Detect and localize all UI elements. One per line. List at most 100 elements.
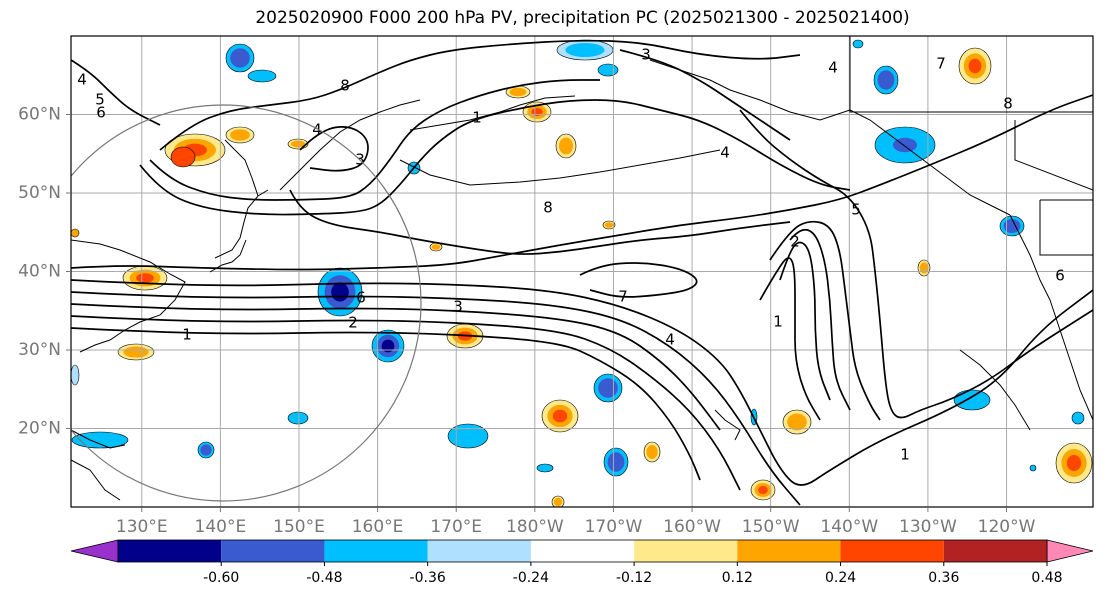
lon-label-1: 140°E	[195, 517, 247, 537]
colorbar-label-4: -0.12	[616, 570, 652, 586]
precip-positive-11-1	[787, 413, 807, 431]
pv-contour-5	[71, 94, 1093, 271]
reference-circle-ring	[71, 104, 422, 502]
precip-positive-7-1	[559, 137, 573, 155]
pv-contour-10	[579, 262, 698, 298]
precip-positive-4-1	[123, 346, 149, 358]
precip-negative-22-0	[71, 364, 80, 386]
precip-positive-14-2	[1066, 455, 1082, 471]
pv-contour-12	[769, 220, 881, 421]
colorbar: -0.60 -0.48 -0.36 -0.24 -0.12 0.12 0.24 0.36 0.4…	[70, 539, 1094, 586]
colorbar-label-5: 0.12	[722, 570, 753, 586]
precip-positive-18-1	[604, 222, 614, 228]
contour-label-13: 1	[773, 313, 783, 331]
pv-contour-4	[71, 327, 701, 481]
lon-label-2: 150°E	[273, 517, 325, 537]
lon-label-9: 140°W	[820, 517, 878, 537]
precip-positive-1-0	[170, 146, 196, 168]
precip-positive-16-1	[431, 244, 441, 250]
precip-negative-15-0	[287, 411, 309, 425]
pv-contour-17	[619, 49, 791, 141]
latitude-axis: 60°N 50°N 40°N 30°N 20°N	[18, 105, 71, 439]
colorbar-label-3: -0.24	[513, 570, 549, 586]
lon-label-5: 180°W	[506, 517, 564, 537]
precip-negative-6-1	[1003, 219, 1021, 233]
coastline-3	[224, 139, 259, 197]
precip-positive-13-2	[968, 58, 982, 74]
colorbar-bin-3	[324, 540, 428, 562]
contour-label-5: 7	[618, 288, 628, 306]
contour-label-0: 1	[182, 326, 192, 344]
precip-negative-10-0	[447, 423, 489, 449]
coastline-2	[209, 239, 247, 273]
pv-contour-2	[71, 303, 721, 431]
contour-label-18: 6	[1055, 267, 1065, 285]
precip-negative-2-2	[573, 46, 597, 54]
precip-negative-7-2	[331, 282, 349, 302]
contour-label-12: 2	[790, 233, 800, 251]
colorbar-label-1: -0.48	[306, 570, 342, 586]
colorbar-label-7: 0.36	[928, 570, 959, 586]
lon-label-10: 130°W	[899, 517, 957, 537]
colorbar-bin-6	[634, 540, 738, 562]
precip-positive-12-2	[758, 486, 768, 494]
contour-label-22: 6	[96, 104, 106, 122]
precip-positive-2-1	[230, 129, 250, 141]
pv-contour-1	[71, 291, 801, 506]
coastline-10	[959, 349, 1031, 431]
border-bc	[1014, 120, 1093, 191]
precip-negative-16-0	[536, 463, 554, 473]
pv-contour-8	[139, 99, 851, 216]
lat-label-1: 50°N	[18, 183, 61, 203]
pv-contour-11	[739, 109, 1093, 419]
coastline-9	[1009, 214, 1093, 421]
contour-label-19: 3	[641, 46, 651, 64]
lon-label-4: 170°E	[430, 517, 482, 537]
precip-positive-19-0	[71, 228, 80, 238]
colorbar-extend-high	[1046, 539, 1094, 563]
contour-label-7: 8	[340, 77, 350, 95]
lon-label-3: 160°E	[352, 517, 404, 537]
precip-negative-13-0	[71, 431, 129, 449]
lon-label-7: 160°W	[663, 517, 721, 537]
lat-label-4: 20°N	[18, 419, 61, 439]
contour-label-16: 4	[828, 59, 838, 77]
contour-label-3: 4	[665, 331, 675, 349]
precip-negative-9-1	[598, 378, 618, 398]
precip-positive-10-1	[646, 445, 658, 459]
contour-label-8: 4	[312, 121, 322, 139]
precip-negative-19-0	[852, 39, 864, 49]
contour-label-1: 2	[348, 314, 358, 332]
pv-contour-18	[71, 59, 161, 126]
precip-negative-12-0	[953, 389, 991, 411]
lat-label-3: 30°N	[18, 340, 61, 360]
lat-label-2: 40°N	[18, 262, 61, 282]
precip-negative-18-0	[1029, 464, 1037, 472]
pv-contour-6	[159, 39, 801, 151]
pv-contour-13	[789, 228, 851, 411]
pv-contour-0	[71, 279, 1093, 486]
colorbar-bin-9	[943, 540, 1047, 562]
precip-positive-3-2	[136, 273, 154, 283]
precip-negative-1-0	[247, 69, 277, 83]
precip-positive-15-1	[919, 262, 929, 274]
coastline-13	[714, 409, 741, 441]
coastline-11	[71, 429, 126, 449]
colorbar-bin-1	[118, 540, 222, 562]
pv-contour-7	[149, 79, 600, 201]
precip-negative-14-1	[200, 444, 212, 456]
coastline-12	[71, 459, 121, 501]
colorbar-extend-low	[70, 539, 119, 563]
precip-negative-8-2	[381, 339, 395, 353]
colorbar-frame	[117, 539, 1048, 563]
precip-positive-6-1	[509, 87, 527, 97]
colorbar-bin-4	[427, 540, 531, 562]
contour-label-11: 4	[720, 144, 730, 162]
colorbar-label-0: -0.60	[203, 570, 239, 586]
contour-label-15: 5	[851, 201, 861, 219]
colorbar-label-6: 0.24	[825, 570, 856, 586]
lon-label-0: 130°E	[116, 517, 168, 537]
coastline-4	[279, 99, 421, 191]
pv-contour-9	[289, 189, 791, 255]
